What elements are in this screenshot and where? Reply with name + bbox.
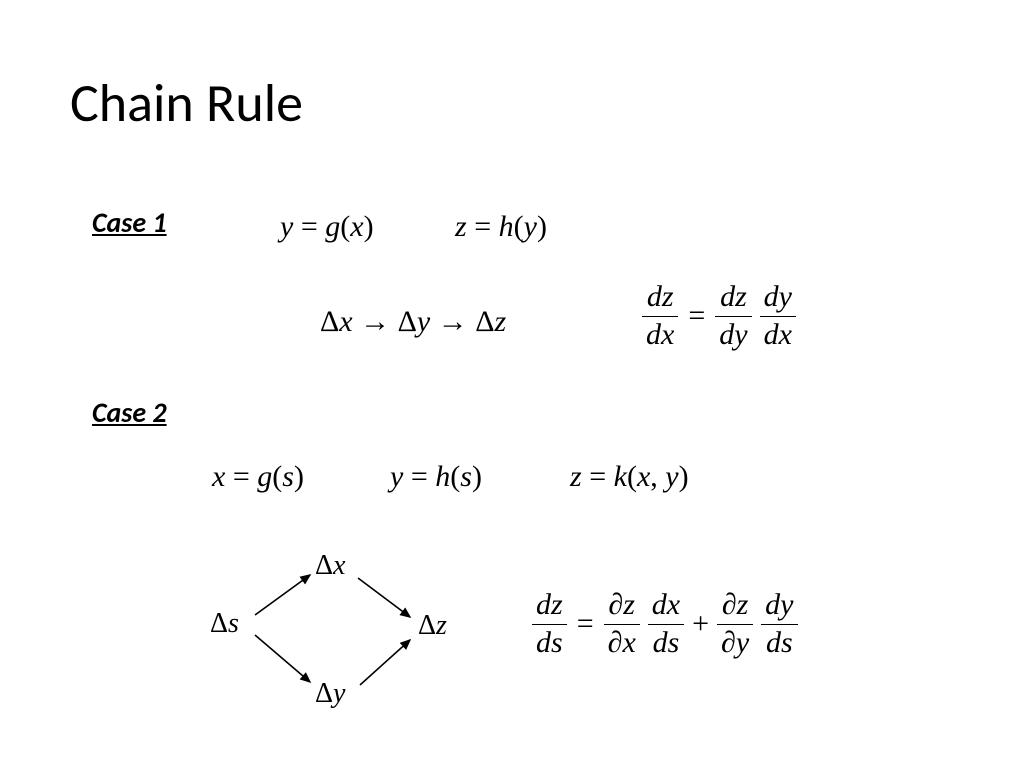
- frac-den: ds: [653, 626, 680, 659]
- eq-y-equals-g-of-x: y = g(x): [280, 210, 374, 244]
- eq-z-equals-k-of-xy: z = k(x, y): [570, 460, 689, 494]
- frac-num: dy: [764, 280, 792, 313]
- page-title: Chain Rule: [70, 70, 303, 136]
- delta-y-label: Δy: [315, 678, 345, 710]
- dependency-diagram: Δs Δx Δy Δz: [200, 540, 460, 720]
- frac-den: dx: [646, 318, 674, 351]
- eq-x-equals-g-of-s: x = g(s): [212, 460, 304, 494]
- frac-den: ∂x: [608, 626, 636, 659]
- frac-num: dx: [652, 588, 680, 621]
- case1-label: Case 1: [92, 205, 167, 240]
- eq-z-equals-h-of-y: z = h(y): [455, 210, 547, 244]
- chain-rule-eq-case2: dz ds = ∂z ∂x dx ds + ∂z ∂y dy ds: [530, 588, 800, 660]
- frac-den: ds: [536, 626, 563, 659]
- frac-num: ∂z: [722, 588, 749, 621]
- frac-num: dy: [765, 588, 793, 621]
- delta-x-label: Δx: [315, 550, 345, 582]
- delta-s-label: Δs: [210, 608, 239, 640]
- eq-y-equals-h-of-s: y = h(s): [390, 460, 482, 494]
- frac-den: ds: [766, 626, 793, 659]
- case2-label: Case 2: [92, 395, 167, 430]
- frac-num: dz: [647, 280, 674, 313]
- frac-num: dz: [720, 280, 747, 313]
- delta-z-label: Δz: [418, 610, 447, 642]
- frac-num: ∂z: [608, 588, 635, 621]
- frac-den: dx: [764, 318, 792, 351]
- chain-rule-eq-case1: dz dx = dz dy dy dx: [640, 280, 798, 352]
- frac-num: dz: [536, 588, 563, 621]
- delta-chain-case1: Δx → Δy → Δz: [320, 305, 506, 339]
- frac-den: dy: [719, 318, 747, 351]
- frac-den: ∂y: [721, 626, 749, 659]
